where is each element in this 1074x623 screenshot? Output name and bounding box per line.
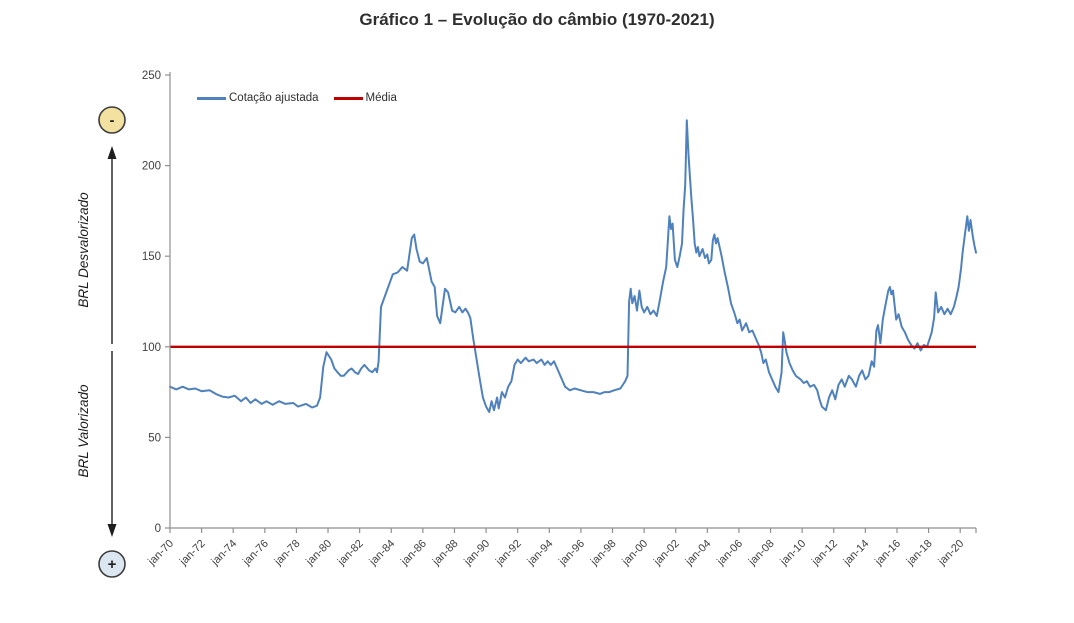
x-axis-tick-label: jan-88 (430, 538, 461, 569)
cotacao-ajustada-line (169, 119, 977, 413)
x-axis-tick-label: jan-96 (556, 538, 587, 569)
x-axis-tick-label: jan-10 (777, 538, 808, 569)
plot-series (169, 119, 977, 413)
minus-circle-icon (98, 106, 126, 134)
x-axis-tick-label: jan-02 (651, 538, 682, 569)
x-axis-tick-label: jan-20 (936, 538, 967, 569)
x-axis-tick-label: jan-94 (525, 538, 556, 569)
x-axis-tick-label: jan-04 (683, 538, 714, 569)
y-axis-tick-label: 0 (155, 523, 161, 535)
x-axis-tick-label: jan-14 (841, 538, 872, 569)
x-axis-tick-label: jan-84 (367, 538, 398, 569)
minus-symbol: - (110, 112, 115, 129)
x-axis-tick-label: jan-76 (240, 538, 271, 569)
red-line-swatch-icon (333, 96, 363, 100)
brl-valorizado-label: BRL Valorizado (76, 384, 91, 478)
legend-item-media: Média (333, 92, 397, 104)
x-axis-tick-label: jan-98 (588, 538, 619, 569)
x-axis-tick-label: jan-18 (904, 538, 935, 569)
x-axis-tick-label: jan-16 (872, 538, 903, 569)
plus-circle-icon (98, 550, 126, 578)
x-axis-tick-label: jan-92 (493, 538, 524, 569)
x-axis-labels: jan-70 jan-72 jan-74 jan-76 jan-78 jan-80 jan-… (145, 538, 966, 569)
x-axis-tick-label: jan-90 (461, 538, 492, 569)
x-axis-tick-label: jan-06 (714, 538, 745, 569)
y-axis-labels: 0 50 100 150 200 250 (142, 70, 161, 535)
y-axis-tick-label: 200 (142, 161, 161, 173)
legend-label-media: Média (365, 92, 397, 104)
axes (165, 72, 977, 533)
x-axis-tick-label: jan-70 (145, 538, 176, 569)
x-axis-tick-label: jan-86 (398, 538, 429, 569)
blue-line-swatch-icon (197, 96, 226, 100)
x-axis-tick-label: jan-78 (272, 538, 303, 569)
y-axis-tick-label: 100 (142, 342, 161, 354)
x-axis-tick-label: jan-80 (303, 538, 334, 569)
x-axis-tick-label: jan-08 (746, 538, 777, 569)
x-axis-tick-label: jan-74 (209, 538, 240, 569)
plus-symbol: + (108, 556, 117, 573)
y-axis-tick-label: 50 (148, 432, 161, 444)
y-axis-tick-label: 150 (142, 251, 161, 263)
brl-direction-annotation: - + BRL Desvalorizado BRL Valorizado (76, 106, 126, 578)
x-axis-tick-label: jan-12 (809, 538, 840, 569)
x-axis-tick-label: jan-72 (177, 538, 208, 569)
legend-item-cotacao-ajustada: Cotação ajustada (197, 92, 319, 104)
chart-legend: Cotação ajustada Média (197, 92, 397, 104)
brl-desvalorizado-label: BRL Desvalorizado (76, 192, 91, 308)
y-axis-tick-label: 250 (142, 70, 161, 82)
x-axis-tick-label: jan-00 (619, 538, 650, 569)
chart-title: Gráfico 1 – Evolução do câmbio (1970-202… (359, 10, 715, 29)
up-arrowhead-icon (107, 146, 117, 159)
x-axis-tick-label: jan-82 (335, 538, 366, 569)
down-arrowhead-icon (107, 524, 117, 537)
legend-label-cotacao-ajustada: Cotação ajustada (229, 92, 319, 104)
